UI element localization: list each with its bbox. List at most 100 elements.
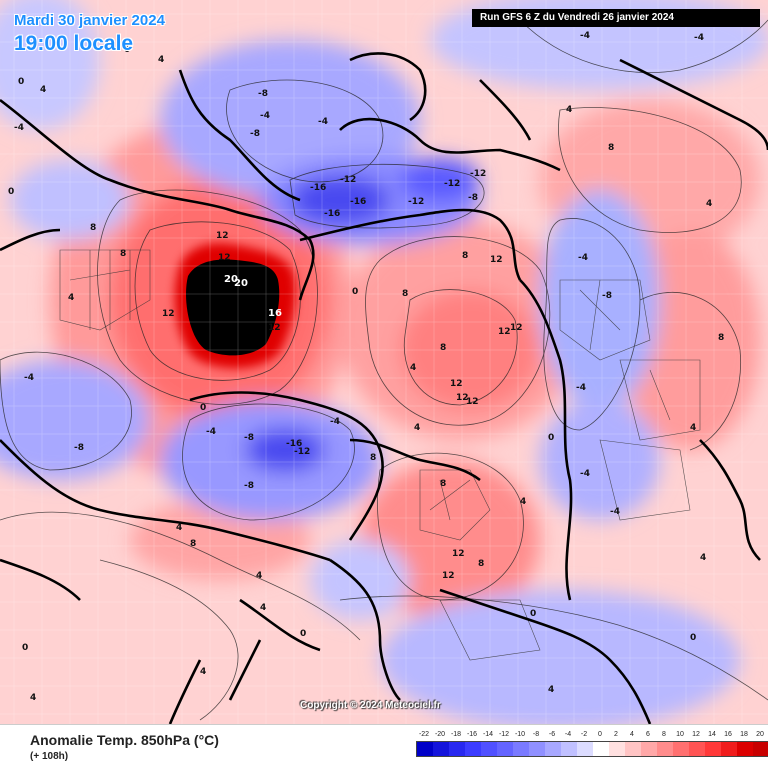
legend-swatch xyxy=(593,742,609,756)
contour-label: 4 xyxy=(410,363,416,373)
contour-label: -4 xyxy=(206,427,216,437)
legend-swatch xyxy=(657,742,673,756)
lat-lon-grid xyxy=(0,0,768,724)
contour-label: 12 xyxy=(268,323,281,333)
contour-label: 12 xyxy=(442,571,455,581)
contour-label: 8 xyxy=(120,249,126,259)
country-borders xyxy=(59,249,701,661)
contour-label: 0 xyxy=(200,403,206,413)
parameter-title: Anomalie Temp. 850hPa (°C) xyxy=(30,732,219,748)
contour-value-labels: 0 4 -4 -8 -8 -4 -12 -16 -16 -16 -12 -12 -12 -8 -4 -4 4 8 4… xyxy=(8,31,724,703)
contour-label: -12 xyxy=(470,169,486,179)
contour-label: -4 xyxy=(330,417,340,427)
contour-label: 4 xyxy=(700,553,706,563)
contour-label: 4 xyxy=(200,667,206,677)
contour-label: -4 xyxy=(578,253,588,263)
contour-label: 8 xyxy=(462,251,468,261)
contour-label: -8 xyxy=(74,443,84,453)
contour-label: 12 xyxy=(490,255,503,265)
legend-swatch xyxy=(737,742,753,756)
contour-label: 4 xyxy=(414,423,420,433)
coastlines xyxy=(0,52,768,724)
legend-swatch xyxy=(497,742,513,756)
contour-label: 20 xyxy=(224,274,238,285)
contour-label: 4 xyxy=(706,199,712,209)
legend-swatch xyxy=(433,742,449,756)
contour-label: -12 xyxy=(340,175,356,185)
contour-label: 4 xyxy=(260,603,266,613)
contour-label: 4 xyxy=(176,523,182,533)
legend-label: -4 xyxy=(564,731,572,738)
contour-label: -8 xyxy=(258,89,268,99)
color-scale-legend: -22 -20 -18 -16 -14 -12 -10 -8 -6 -4 -2 0 2 4 6 8 10 12 14… xyxy=(416,731,768,765)
copyright-notice: Copyright © 2024 Meteociel.fr xyxy=(300,700,441,711)
contour-label: 12 xyxy=(456,393,469,403)
legend-swatch xyxy=(705,742,721,756)
contour-label: 0 xyxy=(548,433,554,443)
isotherm-contours xyxy=(0,19,768,721)
contour-label: 4 xyxy=(158,55,164,65)
contour-label: 0 xyxy=(352,287,358,297)
contour-label: 4 xyxy=(68,293,74,303)
contour-label: -16 xyxy=(350,197,366,207)
contour-label: -4 xyxy=(580,469,590,479)
contour-label: -8 xyxy=(602,291,612,301)
contour-label: 12 xyxy=(216,231,229,241)
contour-label: -4 xyxy=(318,117,328,127)
legend-label: -6 xyxy=(548,731,556,738)
anomaly-map: 0 4 -4 -8 -8 -4 -12 -16 -16 -16 -12 -12 -12 -8 -4 -4 4 8 4… xyxy=(0,0,768,724)
contour-label: -4 xyxy=(694,33,704,43)
legend-swatch xyxy=(529,742,545,756)
legend-swatch xyxy=(561,742,577,756)
contour-label: -4 xyxy=(610,507,620,517)
contour-label: -16 xyxy=(324,209,340,219)
forecast-date-title: Mardi 30 janvier 2024 xyxy=(14,12,165,29)
contour-label: 12 xyxy=(452,549,465,559)
legend-label: 6 xyxy=(646,731,650,738)
contour-label: -8 xyxy=(250,129,260,139)
contour-label: 4 xyxy=(548,685,554,695)
legend-label: -8 xyxy=(532,731,540,738)
contour-label: 8 xyxy=(90,223,96,233)
legend-label: -12 xyxy=(498,731,510,738)
legend-swatch xyxy=(641,742,657,756)
legend-swatch xyxy=(481,742,497,756)
contour-label: 4 xyxy=(40,85,46,95)
contour-label: 8 xyxy=(440,343,446,353)
legend-swatch xyxy=(449,742,465,756)
legend-swatch xyxy=(545,742,561,756)
contour-label: 8 xyxy=(440,479,446,489)
contour-label: -4 xyxy=(24,373,34,383)
legend-label: -20 xyxy=(434,731,446,738)
legend-label: -2 xyxy=(580,731,588,738)
contour-label: 4 xyxy=(690,423,696,433)
legend-label: 2 xyxy=(614,731,618,738)
legend-swatch xyxy=(625,742,641,756)
contour-label: 12 xyxy=(466,397,479,407)
forecast-time-title: 19:00 locale xyxy=(14,32,134,55)
contour-label: 0 xyxy=(530,609,536,619)
contour-label: -16 xyxy=(310,183,326,193)
contour-label: -12 xyxy=(444,179,460,189)
contour-label: -4 xyxy=(576,383,586,393)
contour-label: 4 xyxy=(30,693,36,703)
contour-label: -4 xyxy=(580,31,590,41)
legend-swatch xyxy=(673,742,689,756)
contour-label: 12 xyxy=(450,379,463,389)
contour-label: -8 xyxy=(244,433,254,443)
contour-label: 12 xyxy=(498,327,511,337)
contour-label: 0 xyxy=(690,633,696,643)
legend-label: 20 xyxy=(756,731,764,738)
contour-label: 0 xyxy=(300,629,306,639)
contour-label: -8 xyxy=(244,481,254,491)
contour-label: 12 xyxy=(162,309,175,319)
legend-swatch xyxy=(753,742,768,756)
legend-label: -22 xyxy=(418,731,430,738)
legend-swatch xyxy=(689,742,705,756)
legend-label: 16 xyxy=(724,731,732,738)
legend-panel: Anomalie Temp. 850hPa (°C) (+ 108h) -22-… xyxy=(0,724,768,768)
legend-color-bar xyxy=(416,741,768,757)
legend-label: -14 xyxy=(482,731,494,738)
contour-label: 0 xyxy=(8,187,14,197)
contour-label: -12 xyxy=(294,447,310,457)
